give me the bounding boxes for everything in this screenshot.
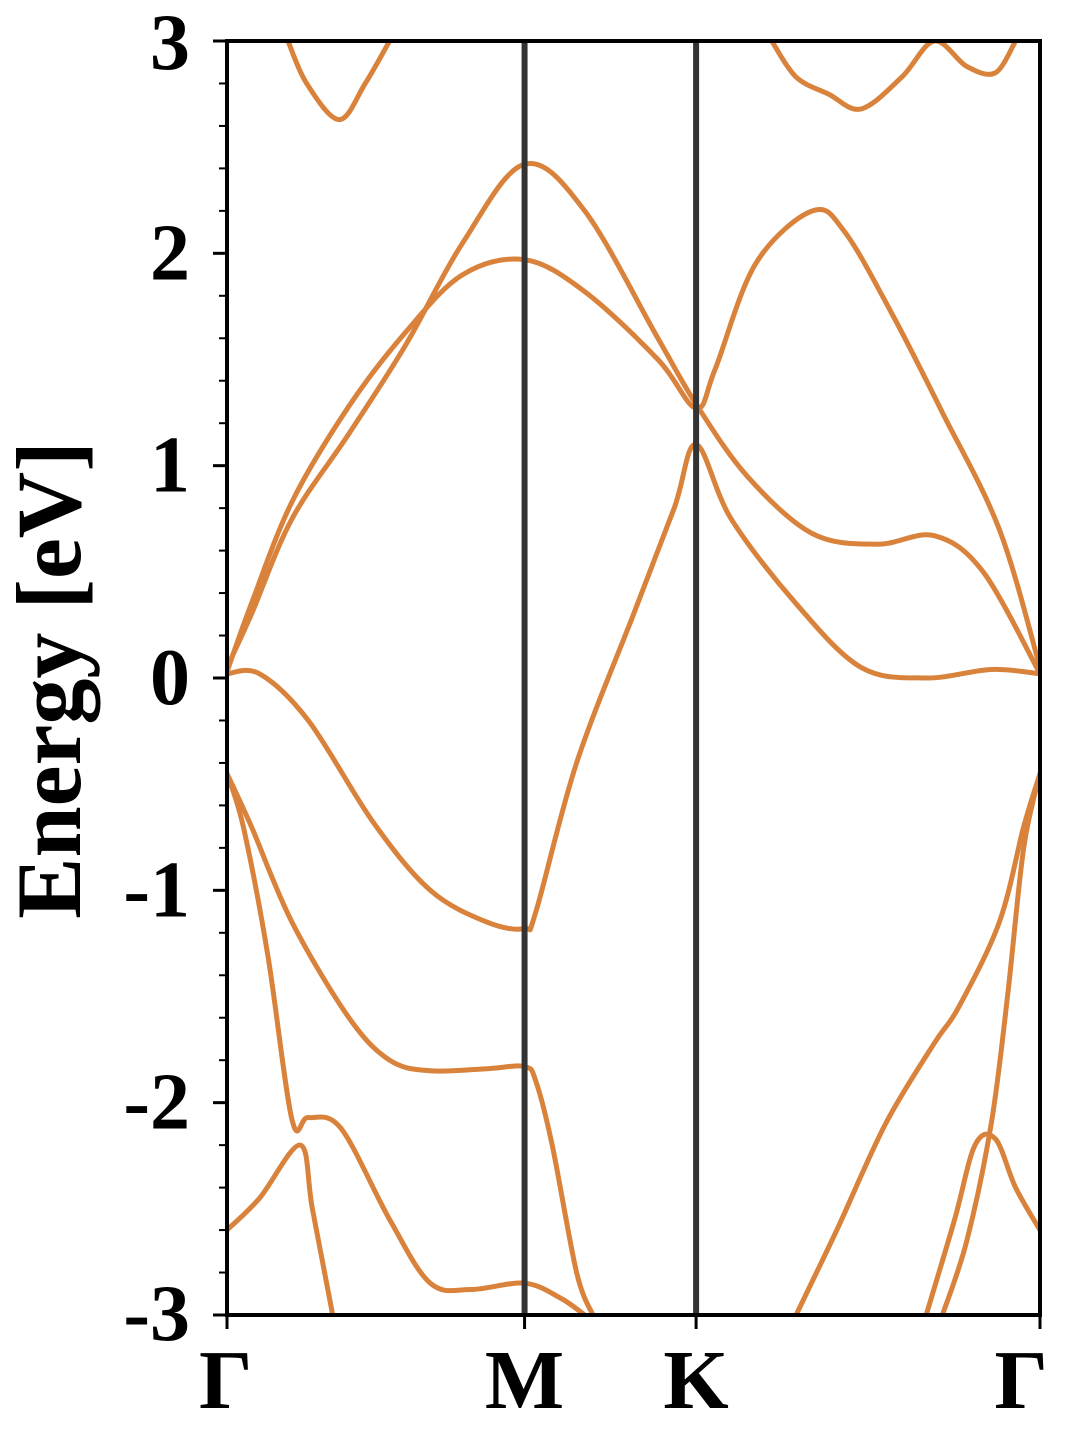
x-tick-label-Γ: Γ bbox=[995, 1334, 1048, 1427]
band-9 bbox=[793, 771, 1040, 1315]
bands-group bbox=[227, 41, 1040, 1315]
y-tick-label: 1 bbox=[150, 422, 190, 510]
band-7 bbox=[227, 1142, 336, 1315]
x-tick-label-M: M bbox=[485, 1334, 564, 1427]
y-tick-label: -2 bbox=[123, 1059, 190, 1147]
band-2 bbox=[227, 206, 1040, 675]
high-symmetry-lines bbox=[521, 41, 700, 1315]
y-tick-label: 2 bbox=[150, 209, 190, 297]
band-11 bbox=[923, 1131, 1040, 1315]
band-5 bbox=[227, 771, 596, 1315]
y-tick-label: -3 bbox=[123, 1270, 190, 1358]
y-tick-label: 3 bbox=[150, 0, 190, 87]
band-1 bbox=[285, 41, 393, 123]
band-6 bbox=[227, 771, 588, 1315]
band-3 bbox=[227, 160, 1040, 677]
band-10 bbox=[939, 771, 1040, 1315]
band-4 bbox=[227, 441, 1040, 933]
y-tick-label: -1 bbox=[123, 846, 190, 934]
band-8 bbox=[769, 41, 1019, 112]
y-axis: -3 -2 -1 0 1 2 3 bbox=[123, 0, 227, 1358]
y-tick-label: 0 bbox=[150, 634, 190, 722]
x-tick-label-Γ: Γ bbox=[199, 1334, 252, 1427]
x-tick-label-K: K bbox=[663, 1334, 728, 1427]
y-axis-label: Energy [eV] bbox=[0, 441, 100, 919]
